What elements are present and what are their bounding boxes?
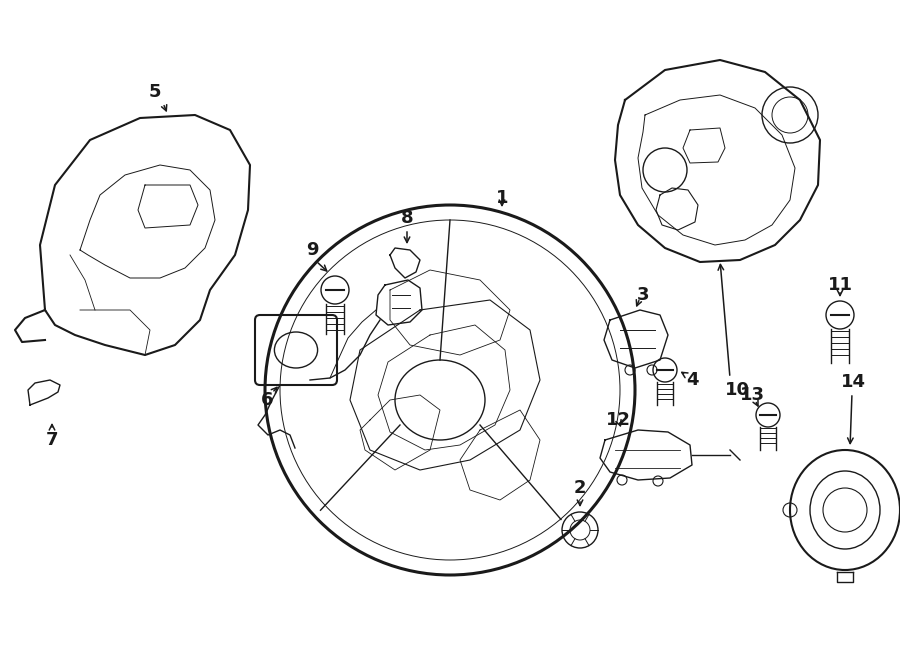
Text: 11: 11 (827, 276, 852, 294)
Text: 5: 5 (148, 83, 161, 101)
Text: 12: 12 (606, 411, 631, 429)
Text: 9: 9 (306, 241, 319, 259)
Text: 13: 13 (740, 386, 764, 404)
Text: 14: 14 (841, 373, 866, 391)
Text: 8: 8 (400, 209, 413, 227)
Text: 1: 1 (496, 189, 508, 207)
Text: 3: 3 (637, 286, 649, 304)
Text: 2: 2 (574, 479, 586, 497)
Text: 6: 6 (261, 391, 274, 409)
Text: 4: 4 (686, 371, 698, 389)
Text: 10: 10 (724, 381, 750, 399)
Text: 7: 7 (46, 431, 58, 449)
